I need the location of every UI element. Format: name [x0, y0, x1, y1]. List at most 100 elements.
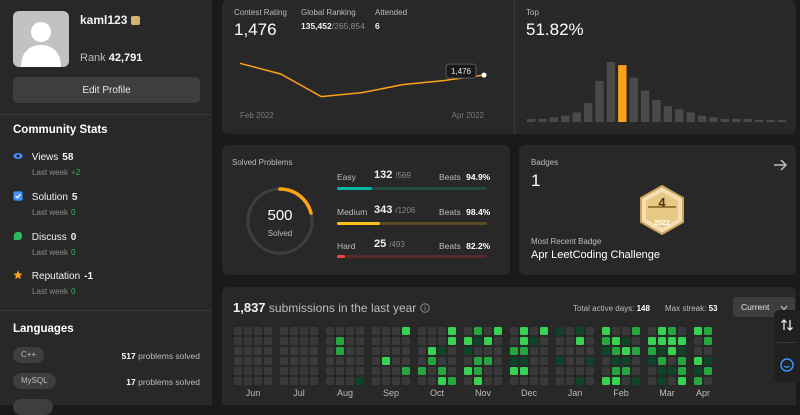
badges-count: 1 [531, 171, 541, 190]
heatmap-cell [678, 347, 686, 355]
heatmap-cell [622, 337, 630, 345]
heatmap-cell [632, 357, 640, 365]
heatmap-cell [356, 377, 364, 385]
heatmap-cell [300, 367, 308, 375]
heatmap-cell [566, 327, 574, 335]
heatmap-cell [668, 337, 676, 345]
solved-total: 500 [267, 207, 293, 224]
heatmap-cell [612, 367, 620, 375]
max-streak-label: Max streak: [665, 304, 707, 313]
heatmap-cell [576, 337, 584, 345]
heatmap-cell [264, 337, 272, 345]
heatmap-cell [448, 337, 456, 345]
heatmap-cell [494, 337, 502, 345]
heatmap-cell [694, 367, 702, 375]
rating-line-chart[interactable]: 1,476 Feb 2022 Apr 2022 [232, 50, 502, 122]
badge-number: 4 [658, 195, 666, 210]
avatar[interactable] [13, 11, 69, 67]
hard-bar-fill [337, 255, 345, 258]
heatmap-cell [346, 367, 354, 375]
histogram-bar [675, 109, 684, 122]
heatmap-cell [392, 337, 400, 345]
solved-title: Solved Problems [232, 158, 293, 167]
heatmap-cell [280, 337, 288, 345]
heatmap-cell [556, 327, 564, 335]
heatmap-cell [326, 347, 334, 355]
heatmap-cell [300, 357, 308, 365]
submission-heatmap[interactable]: Jun Jul Aug Sep Oct Nov Dec Jan Feb Mar Apr [234, 327, 774, 399]
heatmap-cell [540, 377, 548, 385]
percentile-histogram[interactable] [526, 60, 788, 122]
language-chip-cpp[interactable]: C++ [13, 347, 45, 363]
current-dropdown-label: Current [741, 302, 770, 312]
user-silhouette-icon [21, 22, 61, 67]
heatmap-month-label: Sep [383, 388, 399, 398]
heatmap-cell [586, 367, 594, 375]
global-rank: 135,452 [301, 21, 332, 31]
heatmap-month-label: Oct [430, 388, 445, 398]
language-chip-mysql[interactable]: MySQL [13, 373, 56, 389]
badges-card[interactable]: Badges 1 4 2022 Most Recent Badge Apr Le… [519, 145, 796, 275]
hard-count: 25 [374, 238, 387, 250]
badge-hexagon-icon[interactable] [639, 185, 685, 235]
heatmap-month-label: Jul [293, 388, 305, 398]
heatmap-cell [540, 327, 548, 335]
easy-total: /569 [395, 171, 411, 180]
heatmap-cell [474, 337, 482, 345]
heatmap-cell [678, 367, 686, 375]
hard-beats: Beats 82.2% [439, 241, 490, 251]
swap-icon[interactable] [780, 318, 794, 332]
views-value: 58 [62, 152, 74, 163]
heatmap-cell [290, 327, 298, 335]
heatmap-cell [264, 357, 272, 365]
easy-row: Easy [337, 172, 356, 182]
heatmap-cell [448, 357, 456, 365]
heatmap-cell [290, 377, 298, 385]
heatmap-cell [658, 377, 666, 385]
chat-support-icon[interactable] [780, 358, 794, 372]
language-chip-partial[interactable] [13, 399, 53, 415]
heatmap-cell [418, 347, 426, 355]
heatmap-cell [448, 327, 456, 335]
heatmap-cell [326, 377, 334, 385]
heatmap-cell [494, 377, 502, 385]
recent-badge-label: Most Recent Badge [531, 237, 602, 246]
easy-bar-fill [337, 187, 372, 190]
edit-profile-button[interactable]: Edit Profile [13, 77, 200, 103]
heatmap-cell [484, 367, 492, 375]
histogram-bar [618, 65, 627, 122]
heatmap-cell [520, 377, 528, 385]
heatmap-cell [540, 347, 548, 355]
heatmap-cell [622, 347, 630, 355]
histogram-bar [640, 90, 650, 122]
heatmap-cell [576, 367, 584, 375]
arrow-right-icon[interactable] [772, 157, 788, 173]
global-ranking-value: 135,452/265,854 [301, 21, 365, 31]
heatmap-cell [244, 357, 252, 365]
cpp-suffix: problems solved [138, 351, 200, 361]
attended-label: Attended [375, 8, 408, 17]
divider [514, 0, 515, 134]
heatmap-cell [704, 377, 712, 385]
heatmap-cell [280, 357, 288, 365]
mysql-count: 17 [126, 377, 136, 387]
heatmap-cell [392, 377, 400, 385]
chevron-down-icon [780, 305, 788, 311]
heatmap-cell [510, 337, 518, 345]
cpp-count: 517 [121, 351, 136, 361]
heatmap-cell [530, 337, 538, 345]
medium-solved: 343/1206 [374, 204, 415, 216]
heatmap-cell [372, 337, 380, 345]
histogram-bar [561, 115, 570, 122]
medium-count: 343 [374, 204, 393, 216]
heatmap-cell [310, 357, 318, 365]
heatmap-cell [540, 367, 548, 375]
heatmap-cell [310, 347, 318, 355]
histogram-bar [652, 99, 661, 122]
heatmap-cell [668, 367, 676, 375]
info-icon[interactable] [419, 303, 430, 313]
heatmap-cell [346, 377, 354, 385]
heatmap-cell [464, 367, 472, 375]
floating-tools [774, 310, 800, 382]
heatmap-cell [234, 327, 242, 335]
